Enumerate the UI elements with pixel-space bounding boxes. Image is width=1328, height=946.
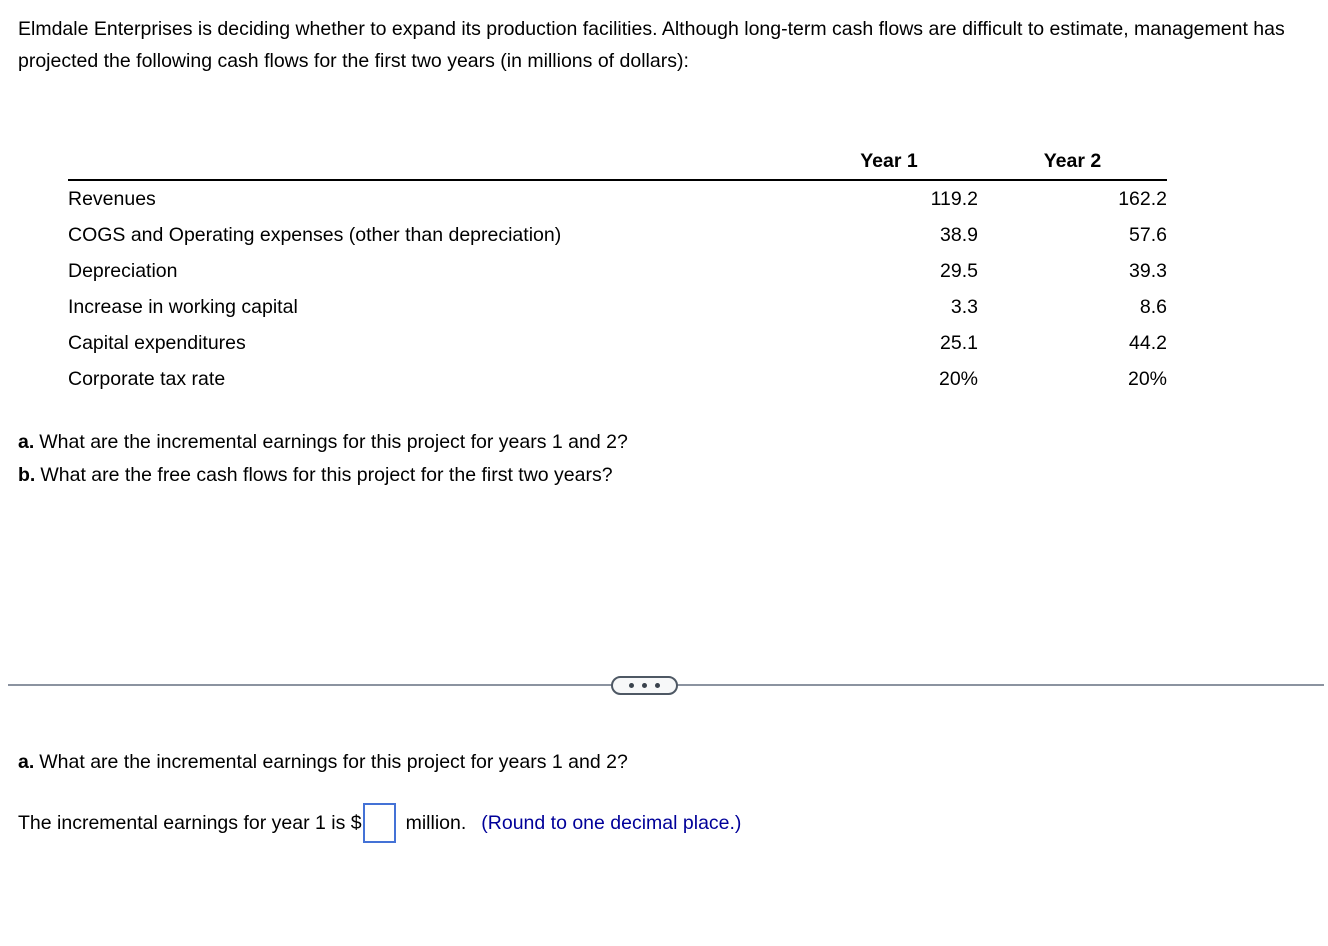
tax-rate-year1: 20% bbox=[938, 367, 978, 390]
problem-intro-paragraph: Elmdale Enterprises is deciding whether … bbox=[18, 18, 1285, 72]
capex-year1: 25.1 bbox=[940, 331, 978, 354]
question-b-text: What are the free cash flows for this pr… bbox=[40, 463, 613, 486]
table-row: Depreciation 29.5 39.3 bbox=[68, 253, 1167, 289]
ellipsis-icon bbox=[629, 683, 660, 688]
cashflow-table: Year 1 Year 2 Revenues 119.2 162.2 COGS … bbox=[68, 143, 1167, 397]
table-header-year1: Year 1 bbox=[800, 143, 978, 181]
row-label-working-capital: Increase in working capital bbox=[68, 295, 298, 318]
table-row: Corporate tax rate 20% 20% bbox=[68, 361, 1167, 397]
table-row: Capital expenditures 25.1 44.2 bbox=[68, 325, 1167, 361]
answer-input[interactable] bbox=[362, 803, 396, 843]
revenues-year1: 119.2 bbox=[930, 187, 978, 210]
revenues-year2: 162.2 bbox=[1118, 187, 1167, 210]
row-label-cogs: COGS and Operating expenses (other than … bbox=[68, 223, 562, 246]
capex-year2: 44.2 bbox=[1129, 331, 1167, 354]
question-b: b. What are the free cash flows for this … bbox=[18, 459, 628, 492]
question-a: a. What are the incremental earnings for … bbox=[18, 426, 628, 459]
answer-row: The incremental earnings for year 1 is $… bbox=[18, 802, 741, 844]
table-header-row: Year 1 Year 2 bbox=[68, 143, 1167, 181]
answer-section-question: a. What are the incremental earnings for … bbox=[18, 746, 628, 778]
table-row: Increase in working capital 3.3 8.6 bbox=[68, 289, 1167, 325]
question-a-text: What are the incremental earnings for th… bbox=[39, 431, 628, 453]
answer-prompt-before: The incremental earnings for year 1 is $ bbox=[18, 811, 362, 834]
answer-question-prefix: a. bbox=[18, 751, 35, 773]
answer-prompt-after: million. bbox=[405, 811, 467, 834]
table-row: Revenues 119.2 162.2 bbox=[68, 180, 1167, 217]
working-capital-year2: 8.6 bbox=[1139, 295, 1167, 318]
tax-rate-year2: 20% bbox=[1127, 367, 1167, 390]
row-label-depreciation: Depreciation bbox=[68, 259, 178, 282]
row-label-revenues: Revenues bbox=[68, 187, 156, 210]
rounding-hint: (Round to one decimal place.) bbox=[481, 811, 742, 834]
cogs-year1: 38.9 bbox=[940, 223, 978, 246]
cogs-year2: 57.6 bbox=[1129, 223, 1167, 246]
answer-question-text: What are the incremental earnings for th… bbox=[39, 751, 628, 773]
table-row: COGS and Operating expenses (other than … bbox=[68, 217, 1167, 253]
row-label-tax-rate: Corporate tax rate bbox=[68, 367, 226, 390]
depreciation-year2: 39.3 bbox=[1129, 259, 1167, 282]
table-header-empty bbox=[68, 143, 800, 181]
working-capital-year1: 3.3 bbox=[950, 295, 978, 318]
collapse-handle-button[interactable] bbox=[611, 676, 678, 695]
question-b-prefix: b. bbox=[18, 463, 36, 486]
question-a-prefix: a. bbox=[18, 431, 35, 453]
table-header-year2: Year 2 bbox=[978, 143, 1167, 181]
depreciation-year1: 29.5 bbox=[940, 259, 978, 282]
question-list: a. What are the incremental earnings for … bbox=[18, 426, 628, 491]
row-label-capex: Capital expenditures bbox=[68, 331, 246, 354]
